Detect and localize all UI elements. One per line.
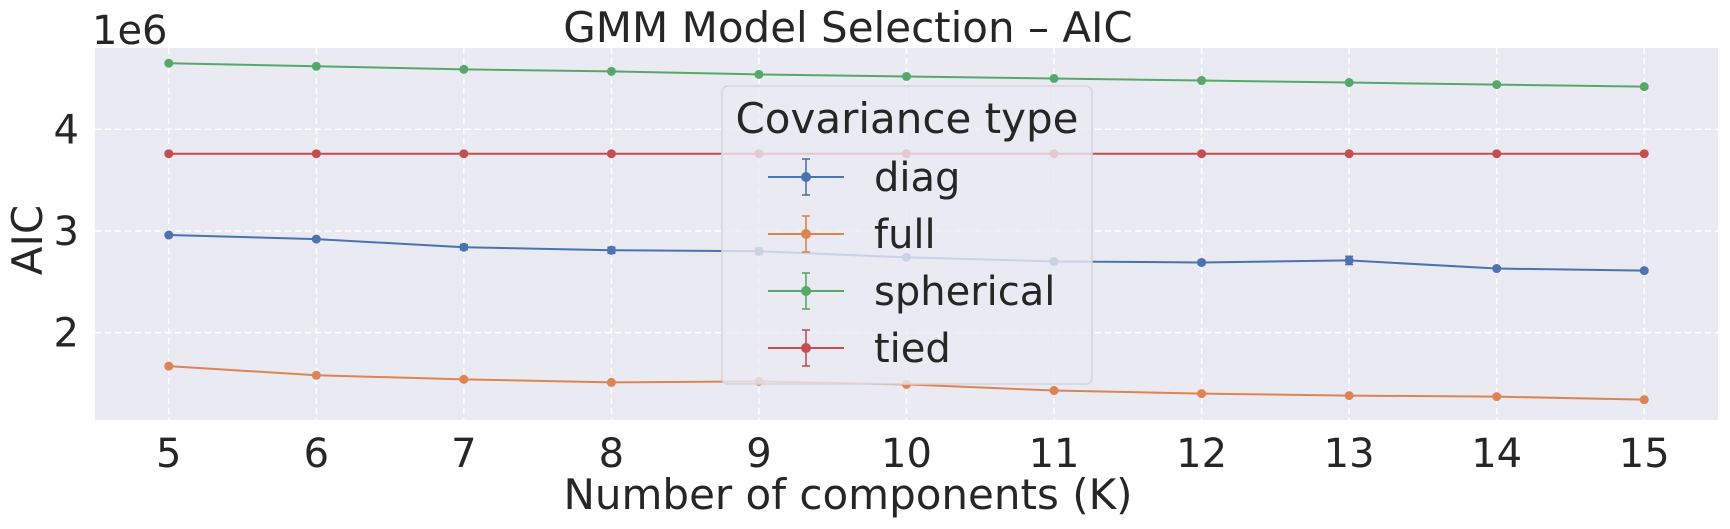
data-point (1344, 149, 1354, 159)
legend-title: Covariance type (735, 94, 1078, 143)
legend-entry-full: full (768, 212, 936, 258)
data-point (164, 230, 174, 240)
data-point (311, 234, 321, 244)
data-point (1344, 391, 1354, 401)
data-point (1639, 395, 1649, 405)
data-point (1492, 80, 1502, 90)
x-tick-label: 12 (1176, 431, 1227, 477)
legend-marker (801, 286, 811, 296)
data-point (311, 149, 321, 159)
legend-marker (801, 343, 811, 353)
data-point (1197, 76, 1207, 86)
legend-marker (801, 229, 811, 239)
legend: Covariance type diag full spherical tied (721, 85, 1093, 385)
data-point (1492, 149, 1502, 159)
chart-title: GMM Model Selection – AIC (563, 3, 1133, 52)
data-point (459, 374, 469, 384)
y-tick-label: 2 (54, 311, 79, 357)
legend-label: spherical (874, 269, 1055, 315)
data-point (164, 149, 174, 159)
data-point (902, 71, 911, 81)
x-tick-label: 13 (1324, 431, 1375, 477)
x-axis-label: Number of components (K) (563, 470, 1132, 519)
data-point (1639, 149, 1649, 159)
data-point (164, 361, 174, 371)
x-tick-label: 7 (451, 431, 476, 477)
data-point (459, 242, 469, 252)
x-tick-label: 5 (156, 431, 181, 477)
data-point (1049, 73, 1059, 83)
data-point (1197, 149, 1207, 159)
data-point (459, 149, 469, 159)
legend-entry-diag: diag (768, 155, 960, 201)
x-tick-label: 9 (746, 431, 771, 477)
series-spherical (164, 58, 1649, 92)
data-point (1492, 264, 1502, 274)
data-point (1197, 257, 1207, 267)
data-point (1049, 386, 1059, 396)
x-tick-label: 10 (881, 431, 932, 477)
data-point (1344, 255, 1354, 265)
legend-label: diag (874, 155, 960, 201)
x-tick-label: 6 (304, 431, 329, 477)
y-tick-label: 3 (54, 209, 79, 255)
x-tick-label: 15 (1619, 431, 1670, 477)
data-point (1639, 82, 1649, 92)
x-tick-label: 11 (1029, 431, 1080, 477)
data-point (606, 66, 616, 76)
data-point (606, 245, 616, 255)
legend-label: tied (874, 326, 951, 372)
data-point (459, 64, 469, 74)
data-point (1197, 389, 1207, 399)
legend-box (721, 85, 1093, 385)
x-tick-label: 14 (1471, 431, 1522, 477)
data-point (606, 377, 616, 387)
legend-label: full (874, 212, 936, 258)
data-point (754, 69, 764, 79)
axes: 5 6 7 8 9 10 11 12 13 14 15 2 3 4 (54, 107, 1670, 477)
data-point (311, 370, 321, 380)
data-point (1344, 78, 1354, 88)
data-point (606, 149, 616, 159)
data-point (1639, 266, 1649, 276)
legend-entry-tied: tied (768, 326, 951, 372)
data-point (1492, 392, 1502, 402)
data-point (311, 61, 321, 71)
data-point (164, 58, 174, 68)
legend-entry-spherical: spherical (768, 269, 1055, 315)
x-tick-label: 8 (599, 431, 624, 477)
y-tick-label: 4 (54, 107, 79, 153)
y-offset-label: 1e6 (92, 8, 168, 54)
legend-marker (801, 172, 811, 182)
y-axis-label: AIC (3, 205, 52, 275)
